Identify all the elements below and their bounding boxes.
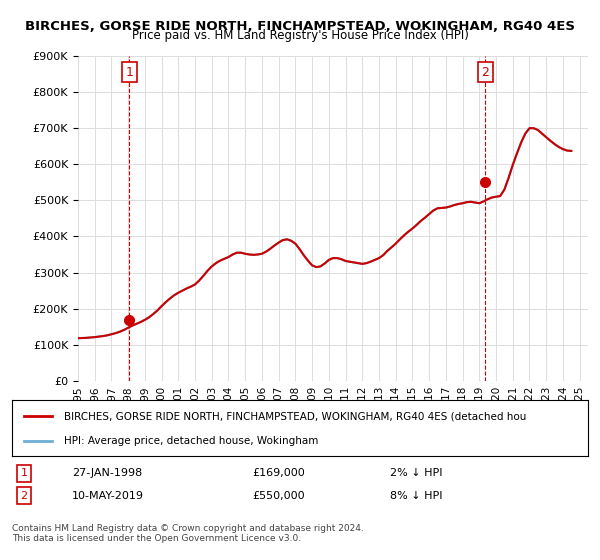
Text: Contains HM Land Registry data © Crown copyright and database right 2024.
This d: Contains HM Land Registry data © Crown c… [12, 524, 364, 543]
Text: 2: 2 [20, 491, 28, 501]
Text: 1: 1 [125, 66, 133, 79]
Text: 2: 2 [481, 66, 489, 79]
Text: HPI: Average price, detached house, Wokingham: HPI: Average price, detached house, Woki… [64, 436, 318, 446]
Text: Price paid vs. HM Land Registry's House Price Index (HPI): Price paid vs. HM Land Registry's House … [131, 29, 469, 42]
Text: BIRCHES, GORSE RIDE NORTH, FINCHAMPSTEAD, WOKINGHAM, RG40 4ES (detached hou: BIRCHES, GORSE RIDE NORTH, FINCHAMPSTEAD… [64, 411, 526, 421]
Text: 27-JAN-1998: 27-JAN-1998 [72, 468, 142, 478]
Text: 1: 1 [20, 468, 28, 478]
Text: 2% ↓ HPI: 2% ↓ HPI [390, 468, 443, 478]
Text: BIRCHES, GORSE RIDE NORTH, FINCHAMPSTEAD, WOKINGHAM, RG40 4ES: BIRCHES, GORSE RIDE NORTH, FINCHAMPSTEAD… [25, 20, 575, 32]
Text: £550,000: £550,000 [252, 491, 305, 501]
Text: 8% ↓ HPI: 8% ↓ HPI [390, 491, 443, 501]
Text: £169,000: £169,000 [252, 468, 305, 478]
Text: 10-MAY-2019: 10-MAY-2019 [72, 491, 144, 501]
